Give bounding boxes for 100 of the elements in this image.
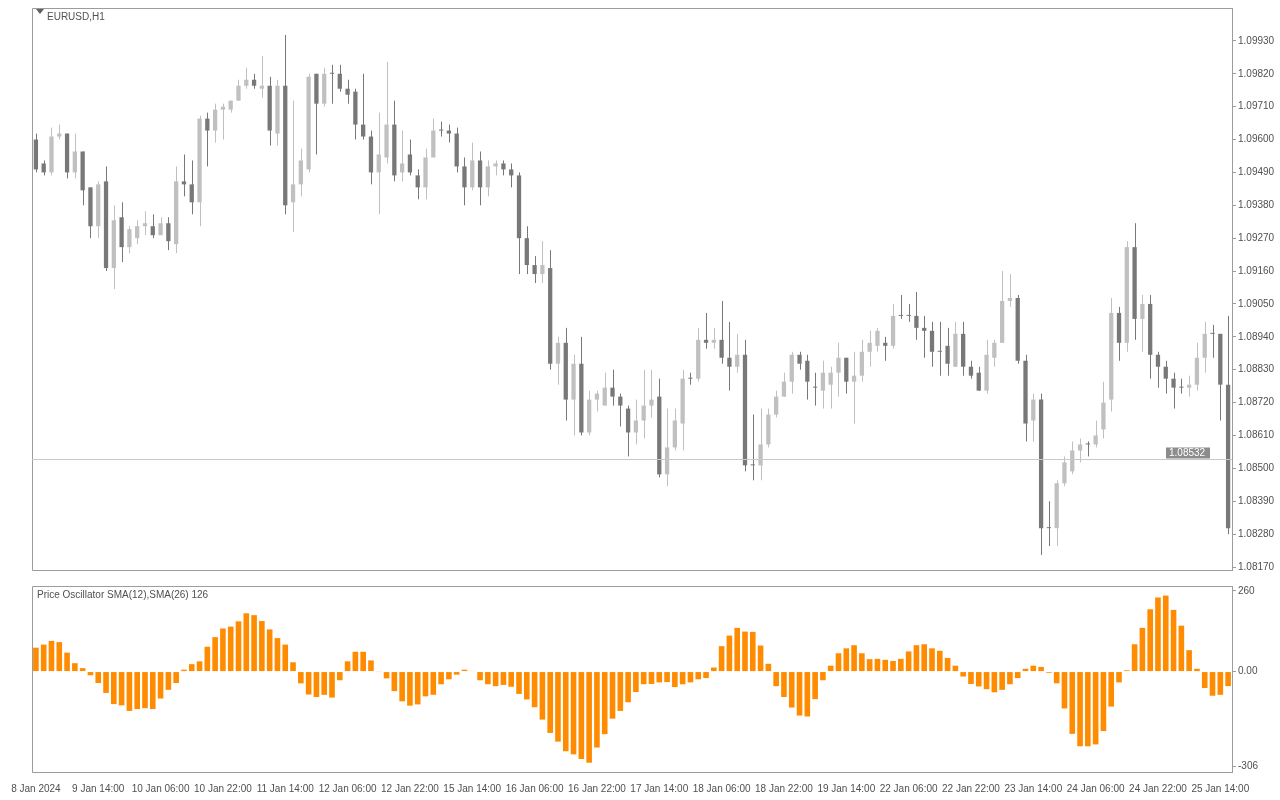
bar — [1116, 672, 1122, 683]
y-tick-label: 1.08610 — [1238, 429, 1275, 441]
bar — [820, 672, 826, 681]
bar — [188, 664, 195, 672]
bar — [1108, 672, 1115, 707]
bar — [913, 645, 920, 672]
bar — [1030, 665, 1037, 672]
bar — [804, 672, 811, 717]
bar — [438, 672, 444, 685]
chart-title: Price Oscillator SMA(12),SMA(26) 126 — [37, 588, 209, 600]
candlestick — [407, 139, 413, 176]
candlestick — [922, 315, 927, 359]
candlestick — [1155, 351, 1161, 389]
bar — [633, 672, 639, 693]
candlestick — [142, 210, 148, 236]
bar — [485, 672, 491, 685]
candlestick — [906, 303, 911, 323]
candlestick — [399, 130, 405, 182]
candlestick — [376, 112, 381, 215]
bar — [329, 672, 335, 698]
x-tick-label: 9 Jan 14:00 — [72, 782, 125, 794]
bar — [812, 672, 818, 700]
candlestick — [805, 354, 810, 401]
bar — [999, 672, 1005, 690]
bar — [905, 651, 912, 672]
bar — [1201, 672, 1208, 688]
candlestick — [719, 300, 724, 365]
bar — [516, 672, 522, 694]
candlestick — [836, 342, 841, 398]
x-tick-label: 22 Jan 06:00 — [879, 782, 938, 794]
x-tick-label: 22 Jan 22:00 — [942, 782, 1001, 794]
candlestick — [135, 219, 140, 245]
bar — [562, 672, 569, 752]
bar — [703, 672, 709, 679]
candlestick — [859, 339, 865, 383]
bar — [796, 672, 803, 716]
bar — [586, 672, 592, 763]
candlestick — [1031, 393, 1036, 442]
bar — [165, 672, 172, 690]
candlestick — [1163, 360, 1168, 395]
bar — [656, 672, 663, 683]
candlestick — [883, 336, 888, 362]
candlestick — [509, 162, 514, 188]
bar — [859, 653, 865, 672]
bar — [290, 662, 296, 672]
bar — [1069, 672, 1076, 734]
bar — [1217, 672, 1224, 695]
y-tick-label: 1.09270 — [1238, 231, 1275, 243]
candlestick — [127, 225, 132, 254]
y-tick-label: 1.09490 — [1238, 166, 1275, 178]
bar — [446, 672, 452, 680]
x-tick-label: 19 Jan 14:00 — [817, 782, 876, 794]
bar — [430, 672, 437, 695]
bar — [898, 658, 904, 672]
x-tick-label: 17 Jan 14:00 — [630, 782, 689, 794]
y-tick-label: 1.08940 — [1238, 330, 1275, 342]
bar — [594, 672, 600, 748]
candlestick — [992, 339, 997, 368]
bar — [960, 672, 966, 677]
candlestick — [329, 64, 335, 105]
bar — [968, 672, 974, 684]
bar — [664, 672, 670, 683]
y-tick-label: 1.08170 — [1238, 560, 1275, 572]
bar — [508, 672, 515, 687]
candlestick — [438, 121, 444, 138]
candlestick — [166, 216, 171, 251]
candlestick — [181, 153, 187, 197]
x-tick-label: 23 Jan 14:00 — [1004, 782, 1063, 794]
bar — [539, 672, 546, 720]
bar — [890, 661, 896, 672]
bar — [95, 672, 102, 684]
bar — [142, 672, 148, 709]
candlestick — [774, 390, 779, 419]
candlestick — [1093, 420, 1098, 448]
x-tick-label: 10 Jan 22:00 — [194, 782, 253, 794]
bar — [1014, 672, 1021, 679]
candlestick — [244, 67, 249, 90]
candlestick — [610, 369, 615, 407]
bar — [33, 647, 39, 672]
candlestick — [485, 159, 490, 197]
bar — [1007, 672, 1013, 685]
candlestick — [345, 79, 350, 105]
candlestick — [875, 327, 880, 353]
bar — [929, 648, 935, 672]
bar — [1155, 597, 1161, 672]
candlestick — [641, 369, 646, 439]
y-tick-label: 1.09050 — [1238, 297, 1275, 309]
candlestick — [462, 156, 467, 206]
bar — [734, 627, 740, 672]
chart-title: EURUSD,H1 — [47, 10, 106, 22]
bar — [1038, 666, 1044, 672]
bar — [975, 672, 982, 687]
bar — [212, 637, 218, 672]
candlestick — [337, 64, 342, 93]
bar — [321, 672, 328, 695]
candlestick — [189, 159, 194, 215]
candlestick — [945, 327, 950, 377]
y-tick-label: 1.09710 — [1238, 100, 1275, 112]
x-tick-label: 12 Jan 06:00 — [318, 782, 377, 794]
y-tick-label: 260 — [1238, 584, 1256, 596]
